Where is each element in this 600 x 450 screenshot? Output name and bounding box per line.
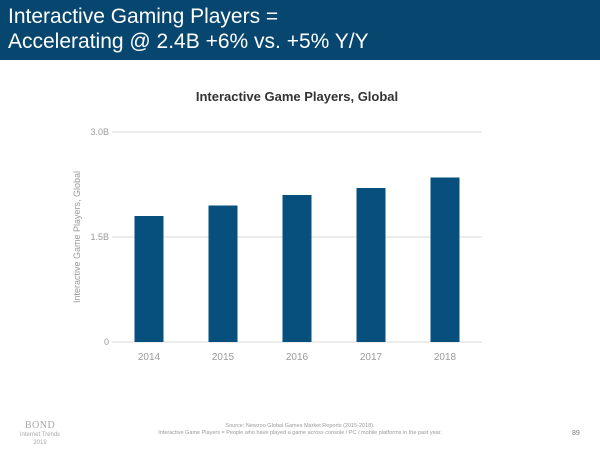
y-tick-label: 1.5B: [90, 232, 109, 242]
x-tick-label: 2015: [212, 352, 235, 363]
x-tick-label: 2014: [138, 352, 161, 363]
chart-title: Interactive Game Players, Global: [196, 89, 398, 104]
slide-title-line2: Accelerating @ 2.4B +6% vs. +5% Y/Y: [8, 30, 369, 53]
logo-year: 2019: [33, 440, 47, 446]
page-number: 89: [572, 430, 580, 437]
y-axis-label: Interactive Game Players, Global: [72, 171, 82, 303]
y-tick-label: 0: [104, 337, 109, 347]
logo-name: BOND: [24, 420, 56, 431]
bar-2015: [208, 205, 238, 342]
slide-title-line1: Interactive Gaming Players =: [8, 5, 279, 28]
logo-subtitle: Internet Trends: [19, 432, 61, 438]
definition-note: Interactive Game Players = People who ha…: [158, 430, 442, 436]
bar-2016: [282, 195, 312, 342]
bar-2017: [356, 188, 386, 342]
bond-logo: BOND Internet Trends 2019: [10, 420, 70, 447]
bar-2018: [430, 177, 460, 342]
bar-2014: [134, 216, 164, 342]
x-tick-label: 2016: [286, 352, 309, 363]
bar-chart: Interactive Game Players, Global 0 1.5B 3.0…: [72, 89, 482, 363]
y-tick-label: 3.0B: [90, 127, 109, 137]
slide-header: Interactive Gaming Players = Acceleratin…: [0, 0, 600, 60]
x-tick-label: 2017: [360, 352, 383, 363]
x-tick-label: 2018: [434, 352, 457, 363]
source-note: Source: Newzoo Global Games Market Repor…: [225, 423, 375, 429]
